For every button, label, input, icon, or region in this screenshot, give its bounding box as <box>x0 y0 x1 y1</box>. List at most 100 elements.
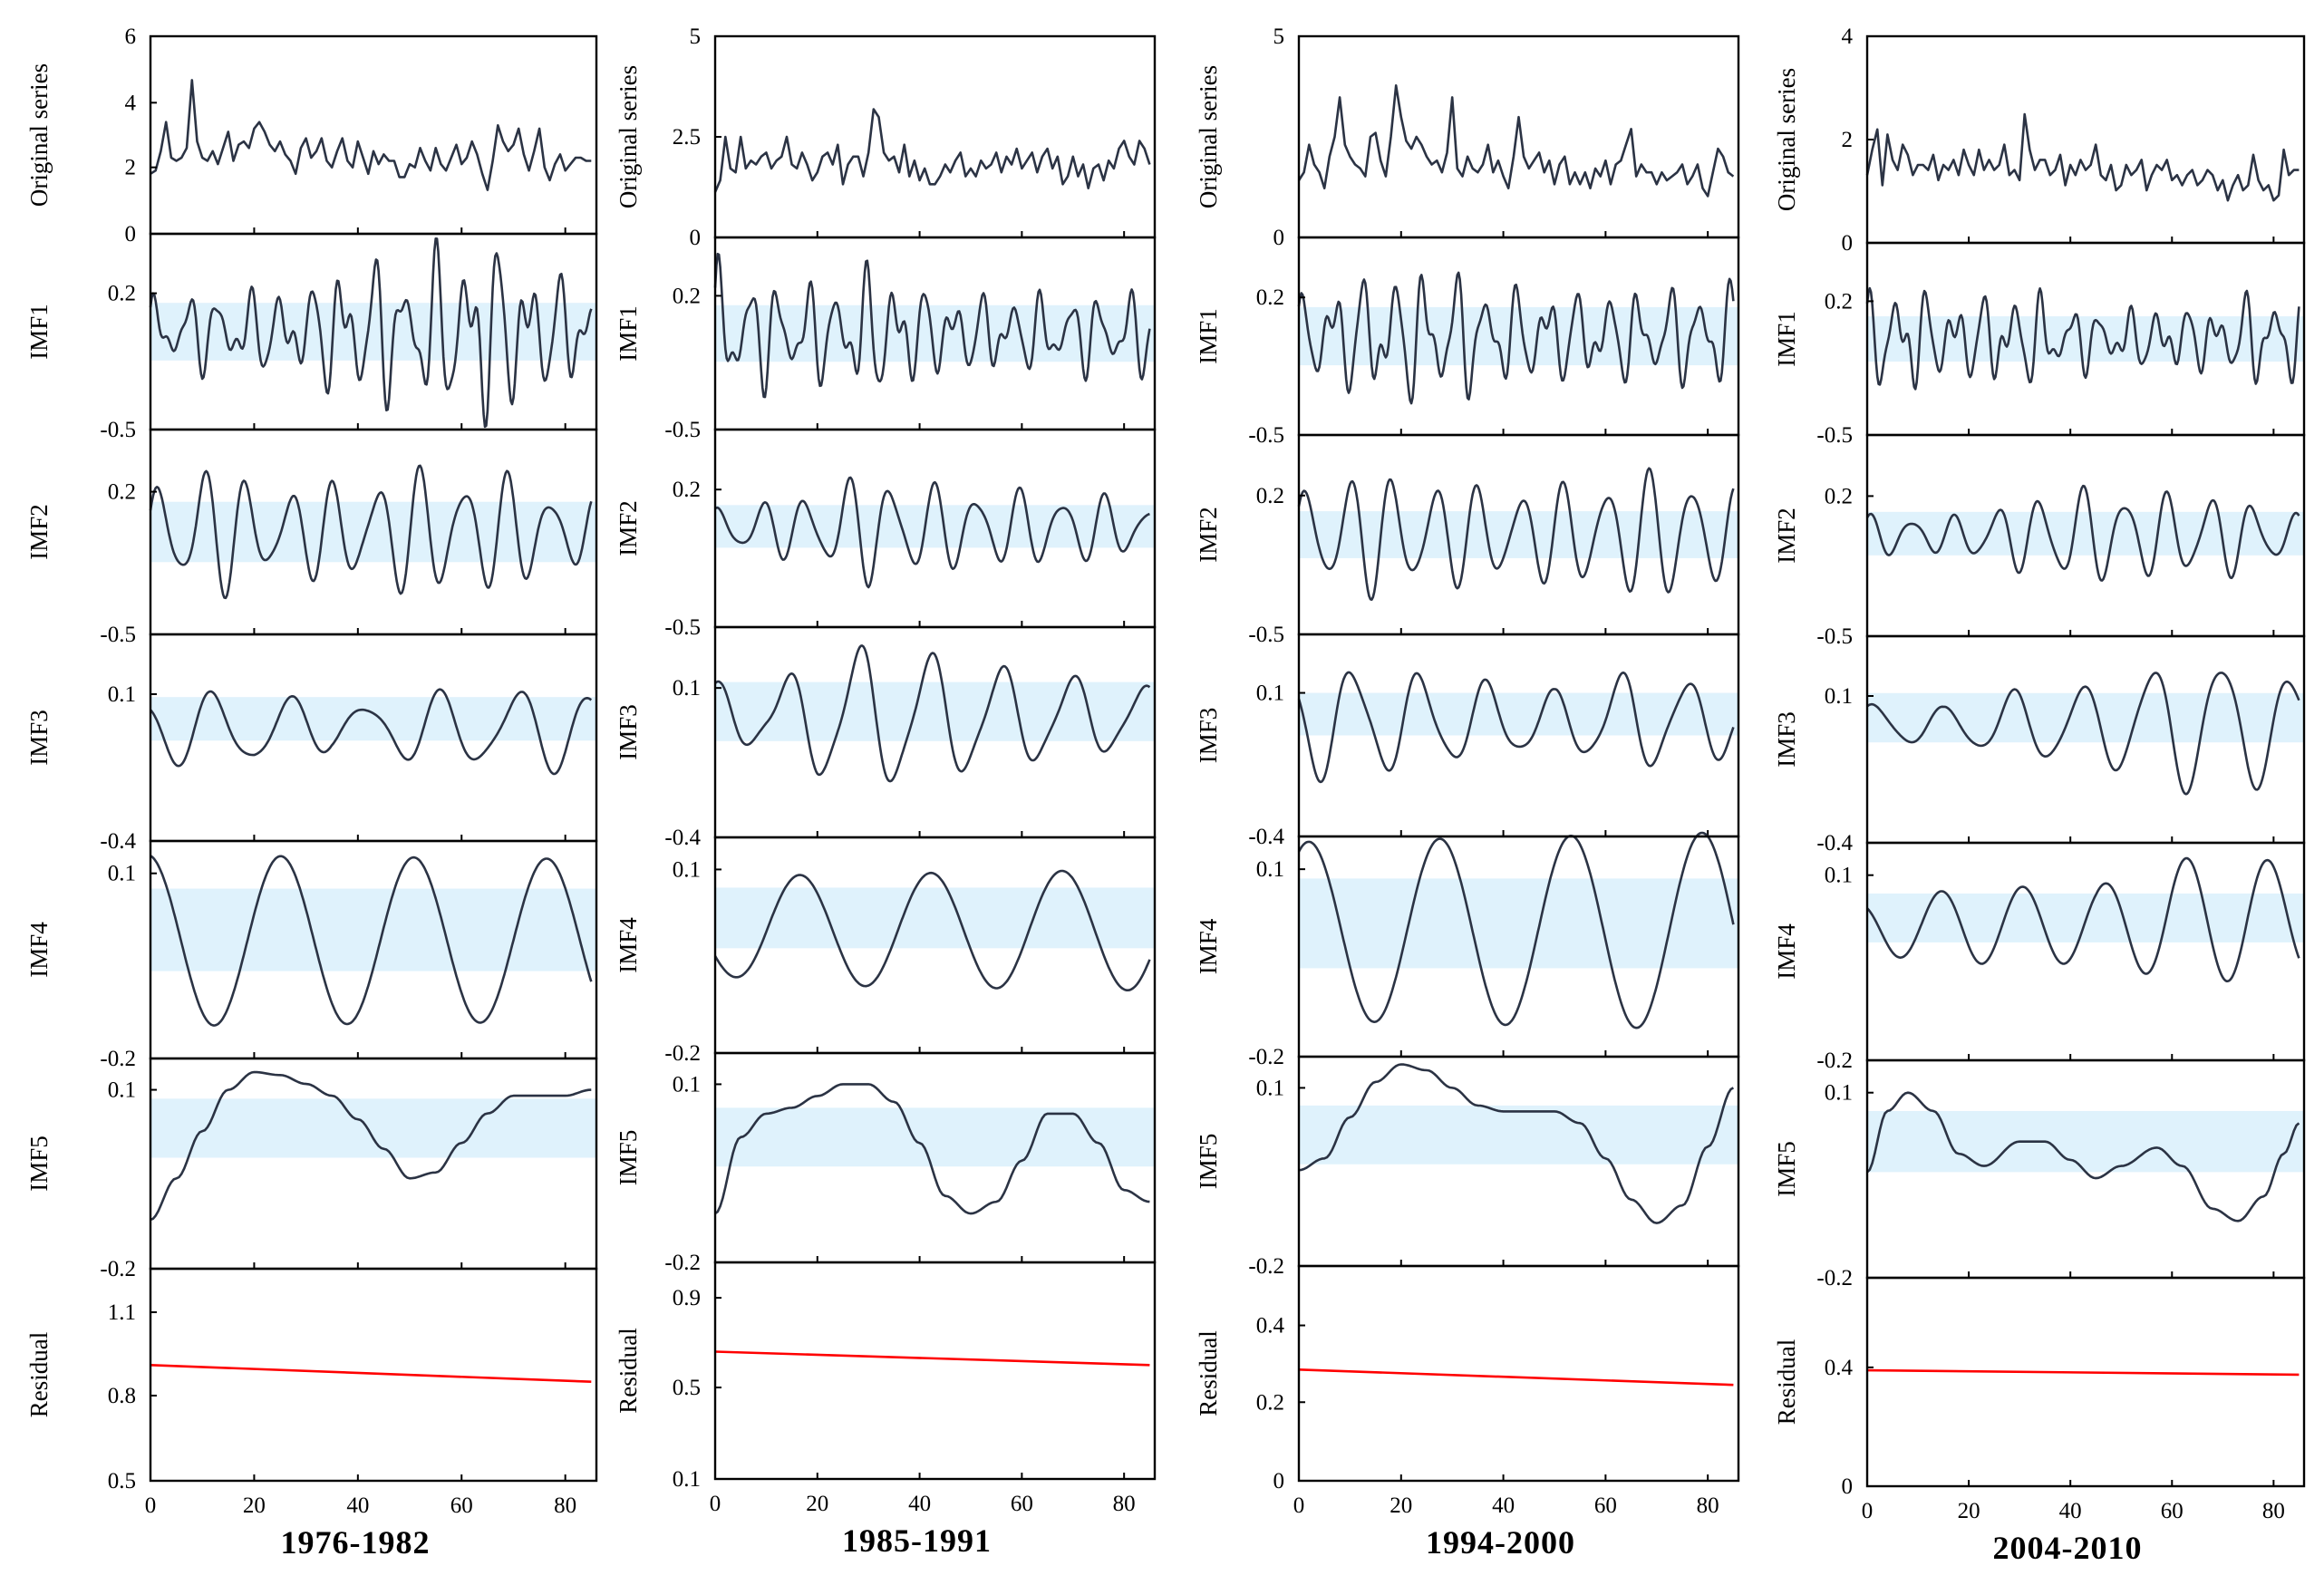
y-tick-label: 0.5 <box>108 1469 136 1493</box>
y-tick-label: 0.5 <box>673 1376 701 1400</box>
y-tick-label: -0.5 <box>1816 624 1853 649</box>
panel-imf1: -0.5 0.2 IMF1 <box>25 232 598 442</box>
band-fill <box>1867 316 2304 362</box>
x-tick-label: 20 <box>243 1493 266 1518</box>
series-line <box>1865 112 2300 202</box>
series-line <box>149 688 593 776</box>
y-tick-label: 0.1 <box>108 1078 136 1103</box>
panel-residual: 0.5 0.8 1.1 Residual <box>25 1267 598 1493</box>
residual-line <box>714 1350 1150 1367</box>
band-fill <box>1299 511 1738 558</box>
panel-frame <box>1865 34 2306 245</box>
series-line <box>1866 856 2300 982</box>
x-tick-label: 40 <box>346 1493 369 1518</box>
column-1985-1991: 0 2.5 5 Original series -0.5 0.2 IMF1 -0.5 0.2 IM… <box>615 24 1157 1559</box>
x-tick-label: 20 <box>806 1492 828 1516</box>
series-line <box>1297 671 1735 784</box>
y-axis-label: Residual <box>1195 1330 1222 1416</box>
y-axis-label: IMF1 <box>615 305 642 362</box>
panel-imf5: -0.2 0.1 IMF5 <box>1195 1055 1740 1279</box>
y-tick-label: 0.1 <box>1825 1081 1853 1106</box>
y-tick-label: -0.4 <box>664 826 701 850</box>
y-tick-label: 0.2 <box>1256 484 1284 508</box>
period-label: 1985-1991 <box>842 1522 992 1559</box>
panel-imf4: -0.2 0.1 IMF4 <box>1195 831 1740 1069</box>
series-line <box>150 1070 592 1222</box>
series-line <box>1866 672 2300 796</box>
residual-line <box>1298 1368 1734 1387</box>
y-tick-label: 0.9 <box>673 1286 701 1310</box>
x-tick-label: 60 <box>450 1493 473 1518</box>
y-tick-label: 0.2 <box>1256 285 1284 310</box>
y-tick-label: 0.4 <box>1825 1356 1854 1380</box>
residual-line <box>1866 1368 2300 1377</box>
y-axis-label: Residual <box>1773 1339 1800 1426</box>
panel-frame <box>149 34 598 236</box>
series-line <box>714 1083 1150 1215</box>
x-tick-label: 40 <box>1492 1493 1515 1518</box>
band-fill <box>1867 692 2304 743</box>
y-axis-label: IMF4 <box>1773 923 1800 980</box>
series-line <box>1297 831 1735 1029</box>
panel-imf1: -0.5 0.2 IMF1 <box>1773 241 2306 448</box>
y-tick-label: -0.2 <box>664 1251 701 1275</box>
x-tick-label: 60 <box>1011 1492 1033 1516</box>
y-axis-label: Residual <box>615 1328 642 1414</box>
panel-frame <box>713 34 1157 239</box>
x-tick-label: 0 <box>1862 1499 1874 1523</box>
y-tick-label: 1.1 <box>108 1300 136 1325</box>
y-tick-label: 0 <box>1842 231 1854 256</box>
series-line <box>149 464 593 600</box>
y-tick-label: -0.2 <box>100 1257 136 1281</box>
panel-frame <box>1865 841 2306 1062</box>
panel-imf4: -0.2 0.1 IMF4 <box>615 836 1157 1066</box>
panel-imf3: -0.4 0.1 IMF3 <box>1773 634 2306 855</box>
y-axis-label: IMF3 <box>615 704 642 760</box>
y-tick-label: -0.2 <box>1248 1045 1284 1069</box>
y-tick-label: -0.4 <box>1248 825 1284 849</box>
y-tick-label: -0.5 <box>100 418 136 442</box>
y-tick-label: 0.8 <box>108 1384 136 1408</box>
panel-imf5: -0.2 0.1 IMF5 <box>615 1051 1157 1275</box>
x-tick-label: 0 <box>710 1492 721 1516</box>
y-tick-label: 0.2 <box>673 284 701 308</box>
band-fill <box>715 505 1155 548</box>
series-line <box>713 869 1151 991</box>
y-tick-label: 0 <box>125 222 137 246</box>
band-fill <box>1867 1110 2304 1173</box>
y-tick-label: -0.4 <box>1816 831 1853 855</box>
y-tick-label: 0.1 <box>673 857 701 882</box>
y-tick-label: 0.1 <box>1825 864 1853 888</box>
band-fill <box>150 1098 596 1158</box>
y-tick-label: 0.2 <box>108 282 136 306</box>
panel-residual: 0.1 0.5 0.9 Residual <box>615 1261 1157 1492</box>
y-tick-label: 0.1 <box>108 682 136 707</box>
y-tick-label: 6 <box>125 24 137 49</box>
series-line <box>1297 271 1735 405</box>
panel-imf4: -0.2 0.1 IMF4 <box>1773 841 2306 1073</box>
y-axis-label: IMF2 <box>615 500 642 556</box>
series-line <box>1297 84 1735 198</box>
y-tick-label: 0.1 <box>108 862 136 886</box>
panel-original-series: 0 2 4 Original series <box>1773 24 2306 256</box>
y-tick-label: 0.2 <box>108 480 136 505</box>
y-tick-label: -0.5 <box>1816 423 1853 448</box>
panel-imf2: -0.5 0.2 IMF2 <box>25 428 598 647</box>
panel-imf3: -0.4 0.1 IMF3 <box>25 633 598 854</box>
panel-imf1: -0.5 0.2 IMF1 <box>1195 236 1740 448</box>
y-tick-label: 0 <box>1273 1469 1285 1493</box>
y-tick-label: -0.2 <box>1816 1266 1853 1290</box>
y-tick-label: 5 <box>1273 24 1285 49</box>
period-label: 1994-2000 <box>1426 1524 1575 1561</box>
y-axis-label: Original series <box>1773 68 1800 211</box>
y-axis-label: IMF1 <box>25 304 53 360</box>
y-tick-label: -0.5 <box>664 418 701 442</box>
y-tick-label: -0.2 <box>100 1047 136 1071</box>
y-tick-label: 0.1 <box>1256 1076 1284 1100</box>
x-tick-label: 40 <box>2059 1499 2082 1523</box>
series-line <box>713 252 1151 399</box>
panel-imf3: -0.4 0.1 IMF3 <box>1195 633 1740 849</box>
y-axis-label: IMF5 <box>615 1130 642 1186</box>
y-tick-label: 4 <box>125 91 137 115</box>
